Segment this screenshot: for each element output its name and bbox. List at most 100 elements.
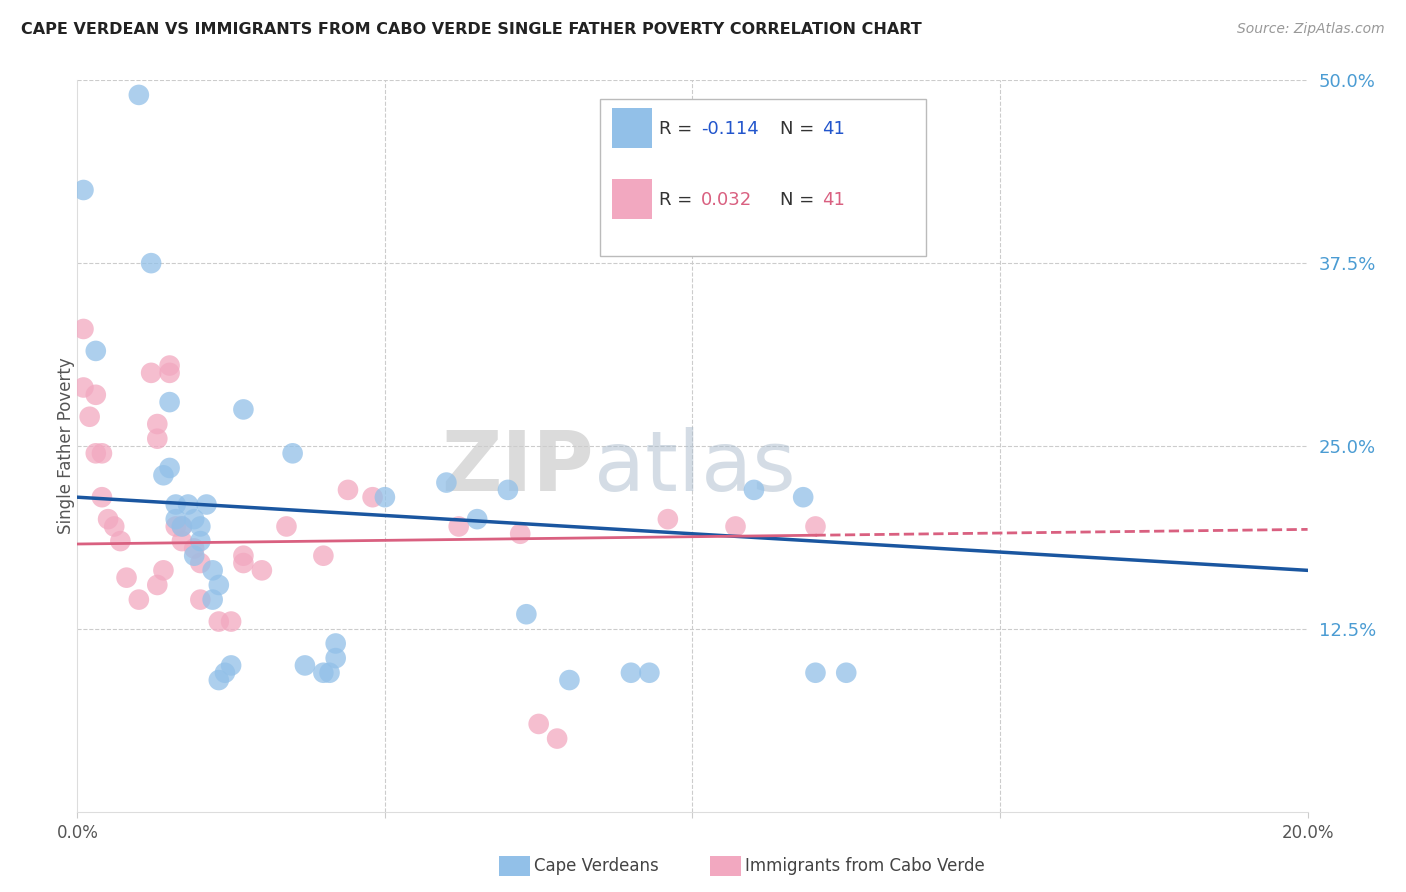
Point bbox=[361, 490, 384, 504]
Point bbox=[312, 665, 335, 680]
Point bbox=[294, 658, 316, 673]
Point bbox=[152, 468, 174, 483]
Point bbox=[509, 526, 531, 541]
Point bbox=[128, 87, 150, 102]
Text: 0.032: 0.032 bbox=[702, 191, 752, 209]
Point bbox=[250, 563, 273, 577]
Text: Cape Verdeans: Cape Verdeans bbox=[534, 857, 659, 875]
Point bbox=[792, 490, 814, 504]
Point bbox=[325, 636, 347, 650]
Point bbox=[515, 607, 537, 622]
Point bbox=[219, 658, 242, 673]
Point bbox=[159, 359, 181, 373]
FancyBboxPatch shape bbox=[600, 99, 927, 256]
Text: N =: N = bbox=[780, 191, 820, 209]
Point bbox=[232, 556, 254, 570]
Point bbox=[170, 519, 193, 533]
Text: -0.114: -0.114 bbox=[702, 120, 759, 137]
Point bbox=[276, 519, 298, 533]
Point bbox=[128, 592, 150, 607]
Point bbox=[374, 490, 396, 504]
Point bbox=[90, 490, 114, 504]
Point bbox=[103, 519, 125, 533]
Point bbox=[188, 534, 212, 549]
Text: R =: R = bbox=[659, 191, 699, 209]
Point bbox=[188, 519, 212, 533]
Point bbox=[620, 665, 643, 680]
Point bbox=[208, 578, 231, 592]
Point bbox=[170, 519, 193, 533]
Point bbox=[165, 519, 187, 533]
Point bbox=[214, 665, 236, 680]
Point bbox=[72, 322, 94, 336]
Point bbox=[141, 256, 163, 270]
Point bbox=[318, 665, 340, 680]
Text: N =: N = bbox=[780, 120, 820, 137]
Point bbox=[79, 409, 101, 424]
Point bbox=[195, 498, 218, 512]
Point bbox=[546, 731, 568, 746]
Text: atlas: atlas bbox=[595, 427, 796, 508]
Point bbox=[84, 388, 107, 402]
Point bbox=[208, 673, 231, 687]
Bar bbox=[613, 108, 652, 148]
Text: 41: 41 bbox=[821, 191, 845, 209]
Point bbox=[208, 615, 231, 629]
Point bbox=[188, 592, 212, 607]
Text: 41: 41 bbox=[821, 120, 845, 137]
Point bbox=[84, 446, 107, 460]
Point bbox=[115, 571, 138, 585]
Point bbox=[804, 519, 827, 533]
Y-axis label: Single Father Poverty: Single Father Poverty bbox=[58, 358, 75, 534]
Point bbox=[219, 615, 242, 629]
Point bbox=[90, 446, 114, 460]
Point bbox=[152, 563, 174, 577]
Point bbox=[84, 343, 107, 358]
Point bbox=[337, 483, 360, 497]
Point bbox=[110, 534, 132, 549]
Point bbox=[742, 483, 765, 497]
Point bbox=[804, 665, 827, 680]
Point bbox=[159, 395, 181, 409]
Point bbox=[447, 519, 470, 533]
Point bbox=[183, 549, 205, 563]
Text: ZIP: ZIP bbox=[441, 427, 595, 508]
Text: CAPE VERDEAN VS IMMIGRANTS FROM CABO VERDE SINGLE FATHER POVERTY CORRELATION CHA: CAPE VERDEAN VS IMMIGRANTS FROM CABO VER… bbox=[21, 22, 922, 37]
Point bbox=[465, 512, 488, 526]
Point bbox=[232, 549, 254, 563]
Point bbox=[201, 563, 224, 577]
Point bbox=[72, 183, 94, 197]
Point bbox=[72, 380, 94, 394]
Point bbox=[146, 578, 169, 592]
Text: R =: R = bbox=[659, 120, 699, 137]
Point bbox=[325, 651, 347, 665]
Point bbox=[436, 475, 458, 490]
Point bbox=[170, 534, 193, 549]
Point bbox=[312, 549, 335, 563]
Point bbox=[165, 498, 187, 512]
Point bbox=[657, 512, 679, 526]
Point bbox=[97, 512, 120, 526]
Point bbox=[146, 417, 169, 431]
Point bbox=[159, 461, 181, 475]
Point bbox=[496, 483, 519, 497]
Point bbox=[835, 665, 858, 680]
Point bbox=[183, 541, 205, 556]
Point bbox=[527, 717, 550, 731]
Point bbox=[146, 432, 169, 446]
Point bbox=[141, 366, 163, 380]
Point bbox=[165, 512, 187, 526]
Point bbox=[188, 556, 212, 570]
Point bbox=[159, 366, 181, 380]
Point bbox=[281, 446, 304, 460]
Point bbox=[558, 673, 581, 687]
Text: Immigrants from Cabo Verde: Immigrants from Cabo Verde bbox=[745, 857, 986, 875]
Point bbox=[232, 402, 254, 417]
Point bbox=[201, 592, 224, 607]
Bar bbox=[613, 179, 652, 219]
Point bbox=[638, 665, 661, 680]
Text: Source: ZipAtlas.com: Source: ZipAtlas.com bbox=[1237, 22, 1385, 37]
Point bbox=[177, 498, 200, 512]
Point bbox=[183, 512, 205, 526]
Point bbox=[724, 519, 747, 533]
